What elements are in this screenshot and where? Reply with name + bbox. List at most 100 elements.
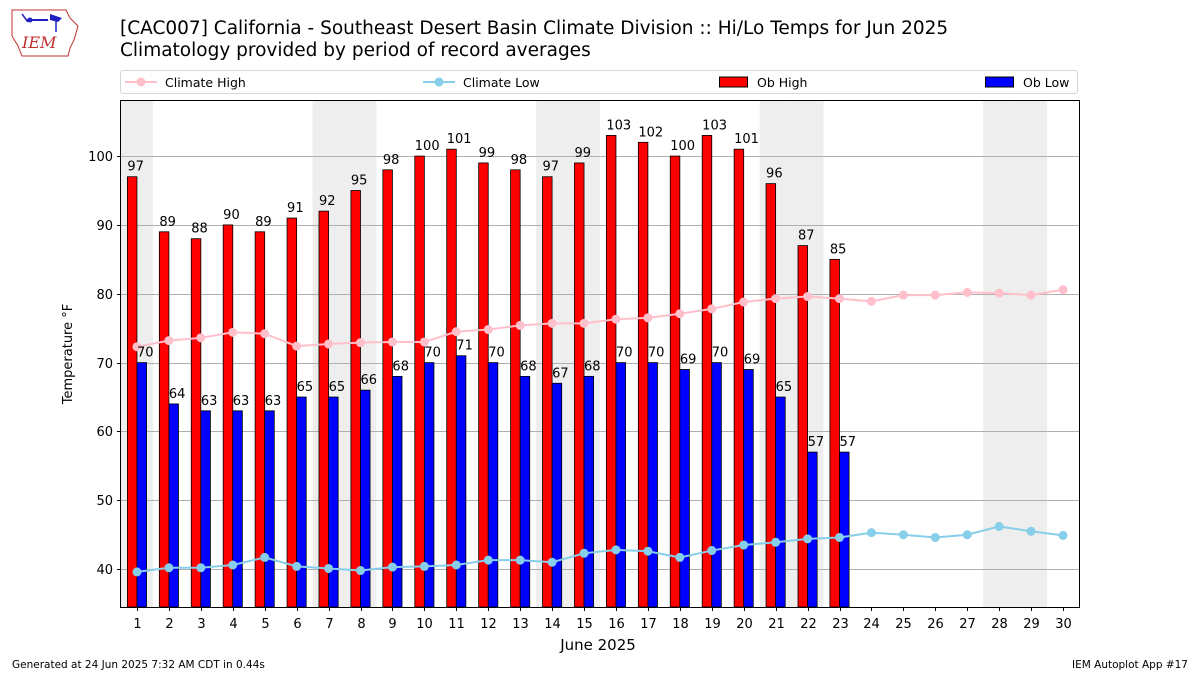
climate-low-point — [451, 560, 461, 570]
climate-low-point — [675, 552, 685, 562]
climate-high-point — [196, 333, 206, 343]
climate-high-point — [771, 294, 781, 304]
ob-low-bar — [232, 410, 243, 608]
ob-low-value-label: 70 — [488, 346, 505, 361]
ob-high-value-label: 100 — [670, 139, 695, 154]
ob-high-bar — [254, 231, 266, 608]
climate-high-point — [324, 339, 334, 349]
bar-series — [126, 135, 850, 608]
ob-high-value-label: 100 — [415, 139, 440, 154]
climate-high-point — [1026, 290, 1036, 300]
ob-high-bar — [829, 258, 840, 608]
legend-bar-swatch-icon — [719, 76, 748, 88]
line-series — [132, 285, 1068, 577]
legend-line-marker-icon — [125, 77, 157, 87]
climate-high-point — [866, 296, 876, 306]
x-tick-label: 27 — [959, 617, 976, 632]
ob-high-bar — [478, 162, 489, 608]
x-tick-label: 21 — [768, 617, 785, 632]
legend-label: Climate Low — [463, 74, 540, 90]
climate-low-point — [643, 546, 653, 556]
ob-high-value-label: 97 — [127, 160, 144, 175]
ob-low-bar — [743, 369, 754, 608]
ob-low-value-label: 67 — [552, 366, 569, 381]
ob-low-bar — [519, 375, 531, 608]
ob-low-value-label: 57 — [808, 435, 825, 450]
climate-high-point — [1058, 285, 1068, 295]
x-tick-label: 30 — [1055, 617, 1072, 632]
climate-high-line — [136, 288, 1064, 348]
ob-high-value-label: 97 — [543, 160, 560, 175]
x-tick-label: 24 — [863, 617, 880, 632]
x-tick-label: 13 — [512, 617, 529, 632]
legend-label: Ob High — [757, 74, 808, 90]
ob-low-bar — [647, 362, 658, 608]
x-tick-label: 6 — [293, 617, 301, 632]
climate-low-point — [356, 566, 365, 576]
ob-high-value-label: 96 — [766, 167, 783, 182]
climate-low-point — [292, 561, 302, 571]
ob-high-bar — [701, 135, 713, 608]
x-tick-label: 17 — [640, 617, 657, 632]
climate-low-point — [994, 521, 1004, 531]
ob-low-bar — [296, 396, 307, 608]
ob-high-value-label: 89 — [159, 215, 176, 230]
ob-high-bar — [158, 231, 170, 608]
climate-low-point — [132, 567, 142, 577]
climate-high-point — [451, 327, 461, 337]
ob-high-bar — [605, 135, 617, 608]
chart-legend: Climate High Climate Low Ob High Ob Low — [120, 70, 1078, 94]
y-tick-label: 80 — [96, 288, 113, 303]
ob-high-bar — [222, 224, 234, 608]
ob-low-value-label: 65 — [297, 380, 314, 395]
climate-high-point — [675, 309, 685, 319]
climate-low-point — [930, 532, 940, 542]
title-line-1: [CAC007] California - Southeast Desert B… — [120, 18, 949, 39]
ob-low-value-label: 68 — [520, 359, 537, 374]
climate-high-point — [132, 342, 142, 352]
x-tick-label: 29 — [1023, 617, 1040, 632]
ob-low-value-label: 69 — [680, 352, 697, 367]
ob-low-bar — [775, 396, 786, 608]
ob-high-bar — [126, 176, 138, 608]
ob-low-value-label: 66 — [361, 373, 378, 388]
ob-high-bar — [669, 155, 681, 608]
climate-high-point — [803, 292, 813, 302]
climate-low-point — [1026, 526, 1036, 536]
footer-app: IEM Autoplot App #17 — [1072, 659, 1188, 671]
x-tick-label: 1 — [133, 617, 141, 632]
climate-high-point — [739, 297, 749, 307]
ob-low-value-label: 63 — [201, 394, 218, 409]
y-tick-label: 50 — [96, 494, 113, 509]
climate-high-point — [930, 290, 940, 300]
climate-high-point — [515, 320, 525, 330]
x-tick-label: 15 — [576, 617, 593, 632]
x-tick-label: 5 — [261, 617, 269, 632]
ob-high-bar — [637, 141, 649, 608]
ob-low-bar — [839, 451, 850, 608]
ob-low-value-label: 70 — [137, 346, 154, 361]
ob-high-bar — [382, 169, 393, 608]
x-tick-label: 12 — [480, 617, 497, 632]
ob-low-bar — [615, 362, 626, 608]
ob-high-bar — [510, 169, 521, 608]
y-axis-label: Temperature °F — [61, 304, 76, 405]
x-tick-label: 10 — [416, 617, 433, 632]
ob-high-value-label: 103 — [702, 118, 727, 133]
legend-item-climate-high: Climate High — [125, 71, 246, 93]
climate-low-point — [419, 561, 429, 571]
climate-low-point — [898, 530, 908, 540]
ob-high-bar — [318, 210, 329, 608]
ob-high-value-label: 102 — [638, 125, 663, 140]
climate-low-point — [739, 540, 749, 550]
climate-high-point — [419, 337, 429, 347]
ob-high-value-label: 85 — [830, 242, 847, 257]
x-tick-label: 23 — [832, 617, 849, 632]
climate-low-point — [707, 546, 717, 556]
legend-label: Climate High — [165, 74, 246, 90]
ob-low-bar — [487, 362, 499, 608]
legend-item-ob-high: Ob High — [719, 71, 807, 93]
ob-low-bar — [200, 410, 211, 608]
ob-low-value-label: 65 — [329, 380, 346, 395]
